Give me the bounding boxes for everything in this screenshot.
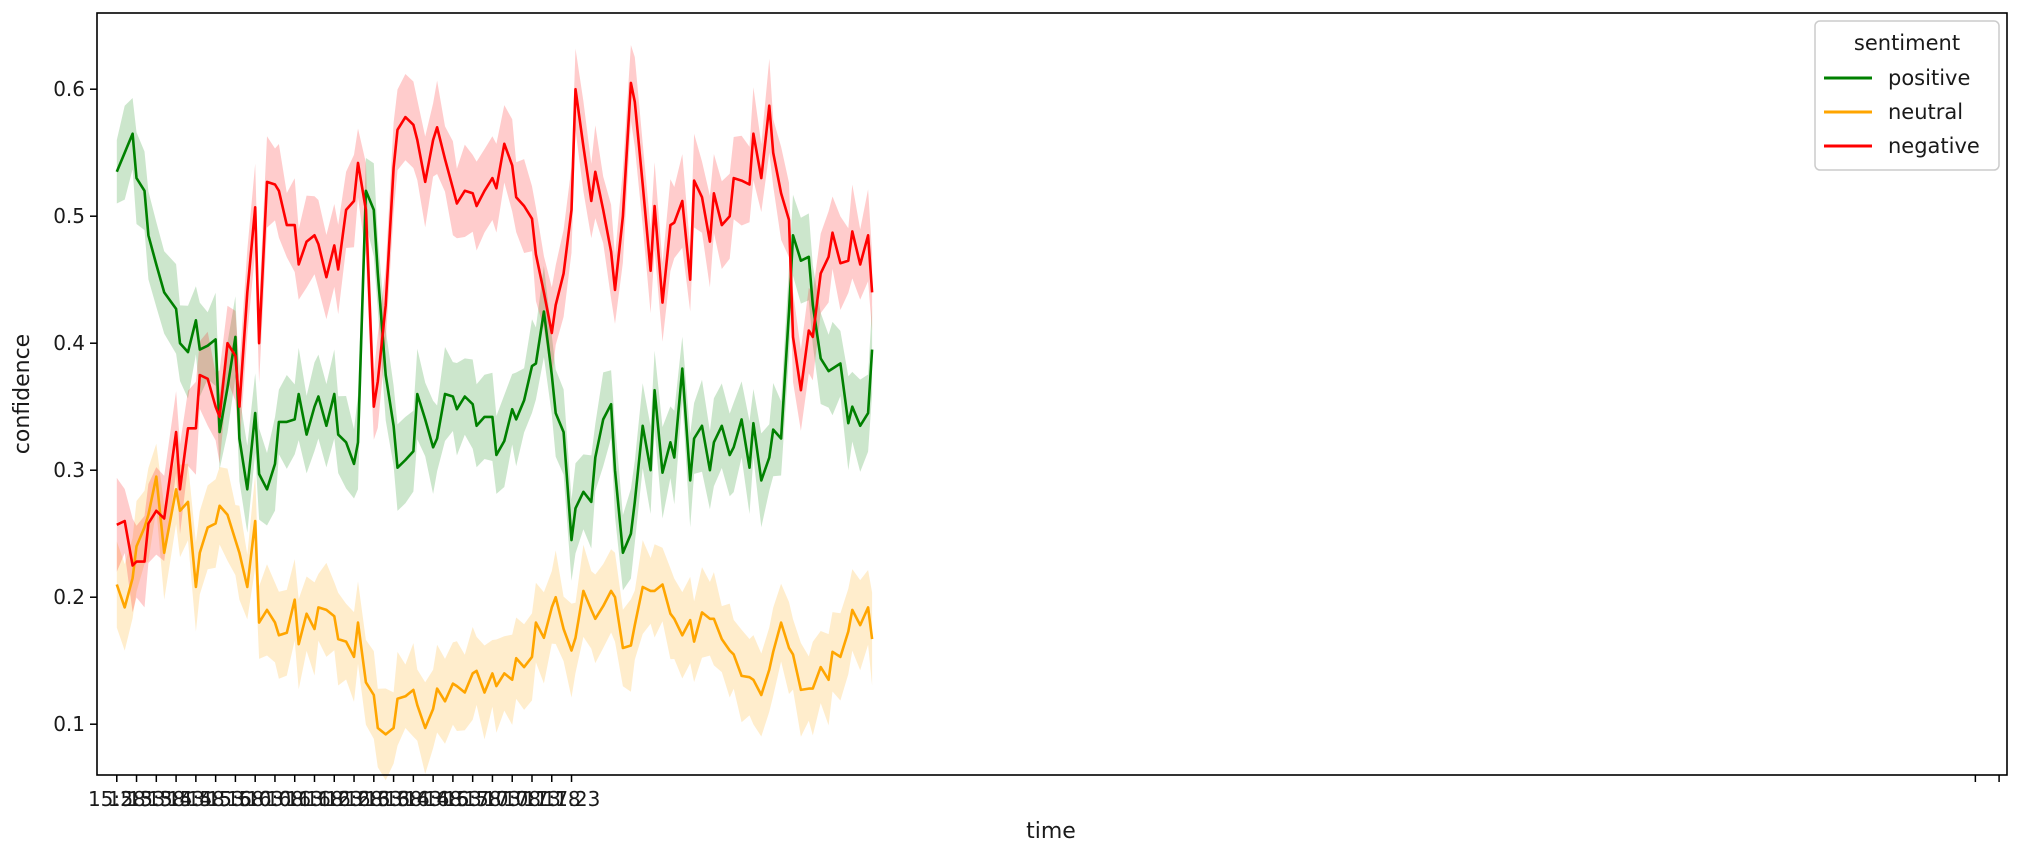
x-tick-label: 15:58 — [207, 787, 265, 811]
legend-label-neutral: neutral — [1888, 100, 1963, 124]
x-tick-label: 16:58 — [444, 787, 502, 811]
x-tick-label: 15:48 — [167, 787, 225, 811]
x-tick-label: 16:03 — [226, 787, 284, 811]
x-axis: 15:2815:3315:3815:4315:4815:5315:5816:03… — [88, 775, 2000, 811]
y-tick-label: 0.5 — [53, 204, 85, 228]
positive-line — [115, 132, 874, 555]
x-tick-label: 16:38 — [365, 787, 423, 811]
x-tick-label: 15:43 — [147, 787, 205, 811]
negative-line — [116, 81, 874, 567]
x-tick-label: 16:08 — [246, 787, 304, 811]
y-tick-label: 0.4 — [53, 331, 85, 355]
series-lines — [115, 81, 874, 736]
x-tick-label: 17:23 — [543, 787, 601, 811]
positive-band — [116, 98, 873, 591]
y-tick-label: 0.1 — [53, 712, 85, 736]
legend-title: sentiment — [1854, 31, 1960, 55]
y-tick-label: 0.3 — [53, 458, 85, 482]
plot-frame — [96, 12, 2008, 776]
y-axis: 0.1 0.2 0.3 0.4 0.5 0.6 — [53, 77, 97, 736]
x-tick-label: 15:38 — [127, 787, 185, 811]
x-tick-label: 16:43 — [385, 787, 443, 811]
y-tick-label: 0.6 — [53, 77, 85, 101]
x-tick-label: 16:28 — [325, 787, 383, 811]
x-tick-label: 16:33 — [345, 787, 403, 811]
x-tick-label: 16:48 — [404, 787, 462, 811]
x-tick-label: 16:18 — [286, 787, 344, 811]
neutral-line — [115, 475, 874, 736]
y-axis-title: confidence — [10, 334, 35, 454]
x-tick-label: 16:13 — [266, 787, 324, 811]
negative-band — [116, 45, 873, 613]
x-tick-label: 15:53 — [187, 787, 245, 811]
x-tick-label: 16:53 — [424, 787, 482, 811]
legend: sentiment positive neutral negative — [1814, 20, 2000, 171]
x-tick-label: 17:18 — [523, 787, 581, 811]
legend-box — [1814, 20, 2000, 171]
x-tick-label: 15:33 — [108, 787, 166, 811]
legend-label-negative: negative — [1888, 134, 1980, 158]
x-tick-label: 15:28 — [88, 787, 146, 811]
x-tick-label: 17:13 — [503, 787, 561, 811]
legend-label-positive: positive — [1888, 66, 1970, 90]
x-tick-label: 17:08 — [483, 787, 541, 811]
x-tick-label: 16:23 — [305, 787, 363, 811]
x-tick-label: 17:03 — [464, 787, 522, 811]
x-axis-title: time — [1026, 819, 1076, 844]
y-tick-label: 0.2 — [53, 585, 85, 609]
